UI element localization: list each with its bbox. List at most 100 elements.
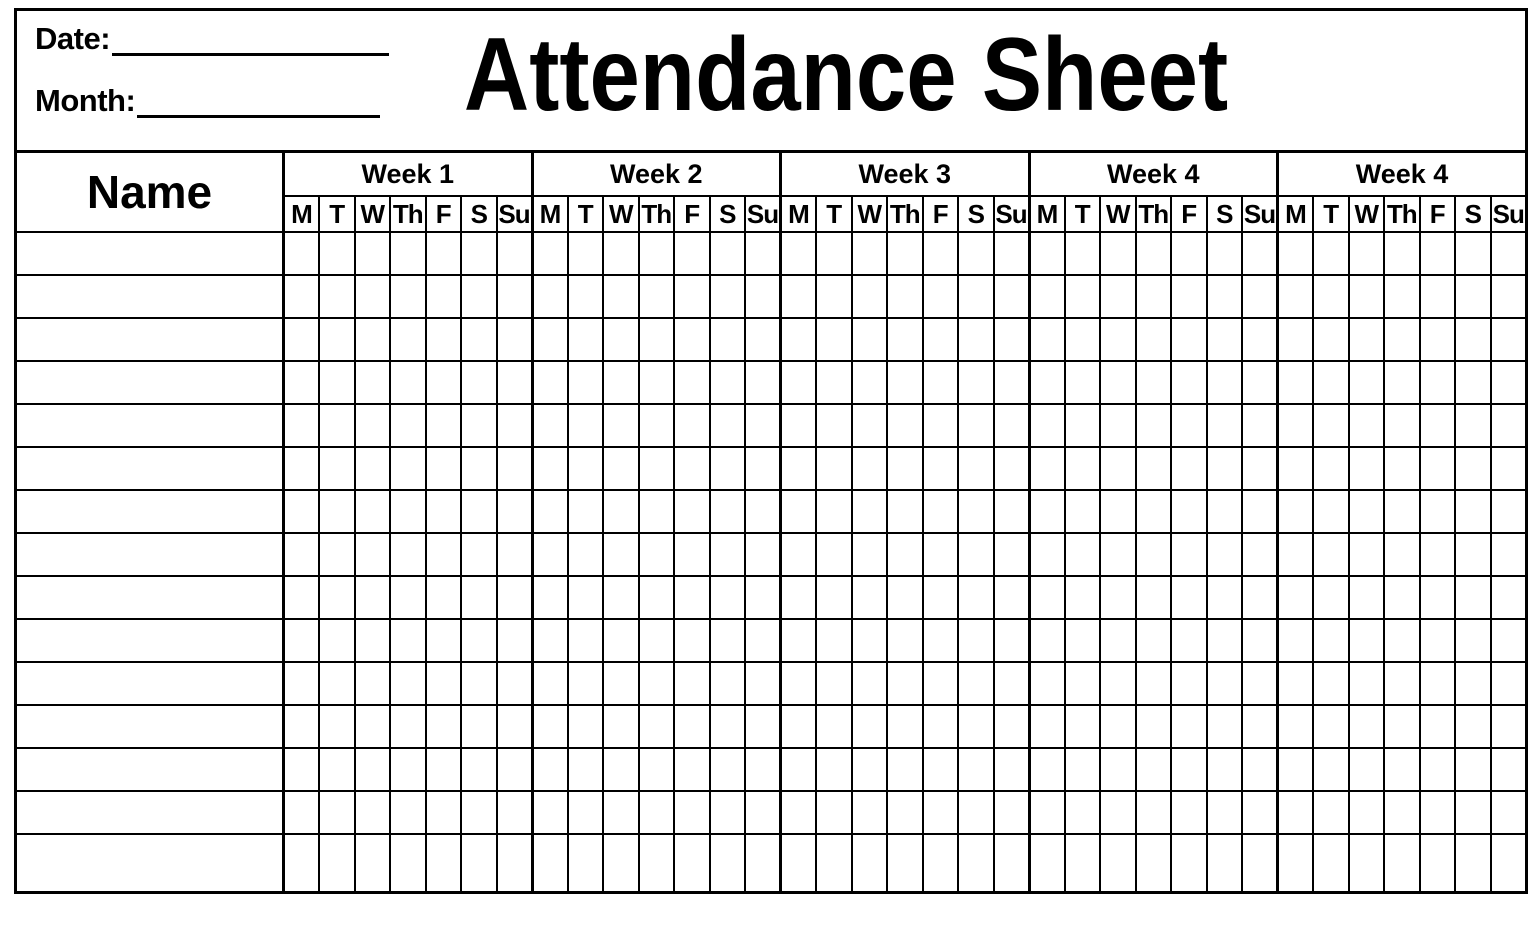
attendance-cell: [1241, 489, 1279, 534]
attendance-cell: [921, 790, 959, 835]
attendance-cell: [1134, 317, 1172, 362]
day-header: F: [921, 195, 959, 233]
day-header: Su: [495, 195, 533, 233]
attendance-cell: [1241, 360, 1279, 405]
attendance-cell: [1027, 403, 1066, 448]
attendance-cell: [1170, 274, 1208, 319]
name-cell: [14, 532, 285, 577]
attendance-cell: [495, 446, 533, 491]
attendance-cell: [1347, 833, 1385, 893]
attendance-cell: [530, 661, 569, 706]
attendance-cell: [850, 618, 888, 663]
attendance-cell: [389, 575, 427, 620]
date-label: Date:: [35, 21, 111, 56]
attendance-cell: [957, 704, 995, 749]
attendance-cell: [1454, 532, 1492, 577]
attendance-cell: [566, 274, 604, 319]
attendance-cell: [1063, 231, 1101, 276]
attendance-cell: [992, 317, 1030, 362]
attendance-sheet: Date: Month: Attendance Sheet Name Week …: [14, 8, 1528, 894]
attendance-cell: [602, 661, 640, 706]
attendance-cell: [1205, 489, 1243, 534]
attendance-cell: [921, 833, 959, 893]
attendance-cell: [1063, 747, 1101, 792]
table-row: [14, 575, 1528, 620]
attendance-cell: [673, 360, 711, 405]
day-header: Th: [389, 195, 427, 233]
attendance-cell: [744, 575, 782, 620]
day-header: M: [779, 195, 817, 233]
attendance-cell: [1489, 317, 1528, 362]
name-cell: [14, 790, 285, 835]
day-header: Th: [886, 195, 924, 233]
week-header: Week 3: [779, 150, 1030, 197]
attendance-cell: [495, 360, 533, 405]
attendance-cell: [389, 833, 427, 893]
attendance-cell: [353, 446, 391, 491]
attendance-cell: [1099, 661, 1137, 706]
day-header: W: [353, 195, 391, 233]
attendance-cell: [1027, 704, 1066, 749]
attendance-cell: [1205, 575, 1243, 620]
attendance-cell: [637, 790, 675, 835]
day-header: F: [1418, 195, 1456, 233]
attendance-cell: [1383, 747, 1421, 792]
attendance-cell: [318, 532, 356, 577]
attendance-cell: [1099, 790, 1137, 835]
attendance-cell: [744, 489, 782, 534]
attendance-cell: [1134, 833, 1172, 893]
attendance-cell: [886, 489, 924, 534]
attendance-cell: [1276, 575, 1314, 620]
attendance-cell: [1134, 231, 1172, 276]
attendance-cell: [318, 403, 356, 448]
attendance-cell: [353, 532, 391, 577]
attendance-cell: [566, 618, 604, 663]
attendance-cell: [1312, 360, 1350, 405]
table-row: [14, 747, 1528, 792]
table-row: [14, 231, 1528, 276]
attendance-cell: [1170, 446, 1208, 491]
attendance-cell: [1383, 274, 1421, 319]
attendance-cell: [1454, 618, 1492, 663]
attendance-cell: [530, 575, 569, 620]
attendance-cell: [1383, 360, 1421, 405]
attendance-cell: [1383, 575, 1421, 620]
attendance-cell: [1418, 704, 1456, 749]
attendance-cell: [708, 790, 746, 835]
attendance-cell: [886, 833, 924, 893]
attendance-cell: [282, 317, 320, 362]
attendance-cell: [424, 618, 462, 663]
attendance-cell: [353, 747, 391, 792]
attendance-cell: [815, 446, 853, 491]
attendance-cell: [1418, 231, 1456, 276]
attendance-cell: [815, 790, 853, 835]
attendance-cell: [282, 661, 320, 706]
attendance-cell: [921, 231, 959, 276]
attendance-cell: [708, 446, 746, 491]
attendance-cell: [424, 274, 462, 319]
attendance-cell: [957, 747, 995, 792]
attendance-cell: [353, 317, 391, 362]
attendance-cell: [921, 575, 959, 620]
attendance-cell: [779, 489, 817, 534]
attendance-cell: [1276, 489, 1314, 534]
attendance-cell: [1170, 231, 1208, 276]
attendance-cell: [992, 489, 1030, 534]
attendance-cell: [850, 704, 888, 749]
day-header: M: [282, 195, 320, 233]
attendance-cell: [1063, 403, 1101, 448]
attendance-cell: [1241, 317, 1279, 362]
attendance-cell: [282, 575, 320, 620]
attendance-cell: [495, 532, 533, 577]
week-header: Week 4: [1276, 150, 1528, 197]
attendance-cell: [708, 274, 746, 319]
attendance-cell: [566, 489, 604, 534]
attendance-cell: [708, 618, 746, 663]
attendance-cell: [566, 575, 604, 620]
attendance-cell: [460, 274, 498, 319]
attendance-cell: [1205, 274, 1243, 319]
attendance-cell: [673, 704, 711, 749]
attendance-cell: [957, 575, 995, 620]
attendance-cell: [1063, 446, 1101, 491]
